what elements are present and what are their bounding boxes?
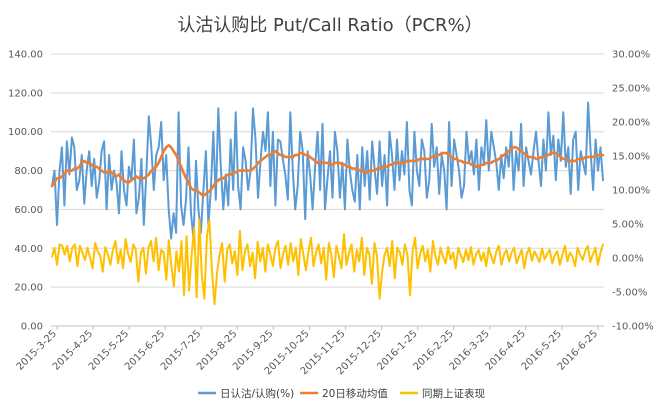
- right-axis-ticks: -10.00% -5.00% 0.00% 5.00% 10.00% 15.00% 20.00…: [612, 50, 654, 333]
- left-tick-label: 80.00: [14, 166, 43, 177]
- right-tick-label: -10.00%: [612, 322, 654, 333]
- series-line-1: [51, 101, 604, 240]
- right-tick-label: 10.00%: [612, 186, 650, 197]
- chart-title: 认沽认购比 Put/Call Ratio（PCR%）: [177, 15, 482, 36]
- right-tick-label: 25.00%: [612, 84, 650, 95]
- legend-label-3: 同期上证表现: [422, 387, 485, 400]
- left-tick-label: 120.00: [8, 88, 43, 99]
- right-tick-label: 30.00%: [612, 50, 650, 61]
- series-lines: [50, 101, 605, 306]
- left-axis-ticks: 0.00 20.00 40.00 60.00 80.00 100.00 120.00 140.…: [8, 50, 43, 333]
- left-tick-label: 40.00: [14, 244, 43, 255]
- right-tick-label: 20.00%: [612, 118, 650, 129]
- legend-label-1: 日认沽/认购(%): [220, 387, 294, 400]
- x-axis-ticks: 2015-3-252015-4-252015-5-252015-6-252015…: [15, 326, 600, 377]
- left-tick-label: 20.00: [14, 283, 43, 294]
- left-tick-label: 100.00: [8, 127, 43, 138]
- right-tick-label: 15.00%: [612, 152, 650, 163]
- left-tick-label: 140.00: [8, 50, 43, 61]
- legend-label-2: 20日移动均值: [322, 387, 388, 400]
- chart-legend: 日认沽/认购(%) 20日移动均值 同期上证表现: [198, 387, 485, 400]
- right-tick-label: 0.00%: [612, 254, 644, 265]
- right-tick-label: -5.00%: [612, 288, 647, 299]
- series-line-3: [51, 218, 604, 306]
- right-tick-label: 5.00%: [612, 220, 644, 231]
- left-tick-label: 0.00: [21, 322, 43, 333]
- series-line-2: [50, 144, 605, 198]
- left-tick-label: 60.00: [14, 205, 43, 216]
